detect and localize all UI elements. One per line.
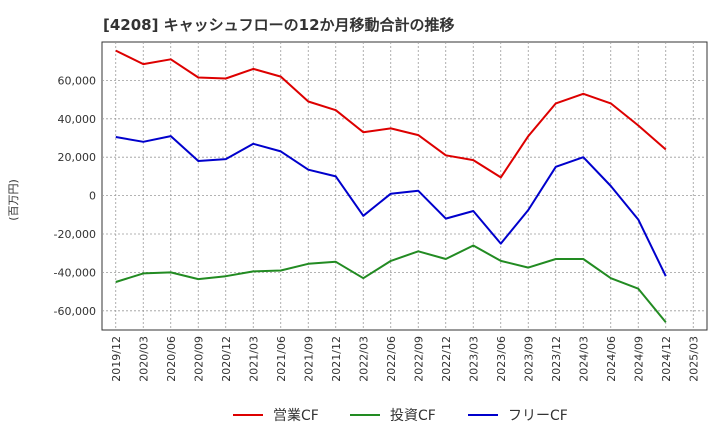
x-tick-label: 2023/09 (522, 336, 535, 382)
legend-label-1: 投資CF (390, 408, 436, 424)
x-tick-label: 2023/06 (495, 336, 508, 382)
x-tick-label: 2020/12 (220, 336, 233, 382)
x-tick-label: 2022/09 (412, 336, 425, 382)
y-tick-label: 40,000 (58, 113, 97, 126)
x-tick-label: 2022/03 (357, 336, 370, 382)
y-axis-label: (百万円) (7, 179, 20, 221)
x-tick-label: 2025/03 (687, 336, 700, 382)
chart-title: [4208] キャッシュフローの12か月移動合計の推移 (103, 16, 455, 34)
x-tick-label: 2020/09 (192, 336, 205, 382)
x-tick-label: 2022/12 (440, 336, 453, 382)
x-tick-label: 2023/03 (467, 336, 480, 382)
x-axis: 2019/12 2020/03 2020/06 2020/09 2020/12 2021/… (110, 336, 701, 382)
y-tick-label: -20,000 (54, 228, 96, 241)
grid (102, 42, 707, 330)
plot-area (101, 41, 708, 331)
series-line-2 (115, 135, 667, 277)
series-lines (115, 49, 667, 323)
y-tick-label: -60,000 (54, 305, 96, 318)
legend-label-2: フリーCF (508, 408, 568, 424)
legend-label-0: 営業CF (273, 408, 319, 424)
y-axis: -60,000 -40,000 -20,000 0 20,000 40,000 60,000 (54, 74, 96, 317)
x-tick-label: 2020/03 (137, 336, 150, 382)
x-tick-label: 2021/06 (275, 336, 288, 382)
series-line-0 (115, 49, 667, 179)
x-tick-label: 2024/06 (605, 336, 618, 382)
y-tick-label: 20,000 (58, 151, 97, 164)
x-tick-label: 2021/12 (330, 336, 343, 382)
x-tick-label: 2020/06 (165, 336, 178, 382)
x-tick-label: 2024/03 (577, 336, 590, 382)
x-tick-label: 2023/12 (550, 336, 563, 382)
x-tick-label: 2024/09 (632, 336, 645, 382)
x-tick-label: 2021/03 (247, 336, 260, 382)
y-tick-label: -40,000 (54, 266, 96, 279)
series-line-1 (115, 244, 667, 323)
x-tick-label: 2024/12 (660, 336, 673, 382)
x-tick-label: 2022/06 (385, 336, 398, 382)
y-tick-label: 60,000 (58, 74, 97, 87)
y-tick-label: 0 (89, 190, 96, 203)
x-tick-label: 2021/09 (302, 336, 315, 382)
legend: 営業CF 投資CF フリーCF (233, 408, 568, 424)
x-tick-label: 2019/12 (110, 336, 123, 382)
